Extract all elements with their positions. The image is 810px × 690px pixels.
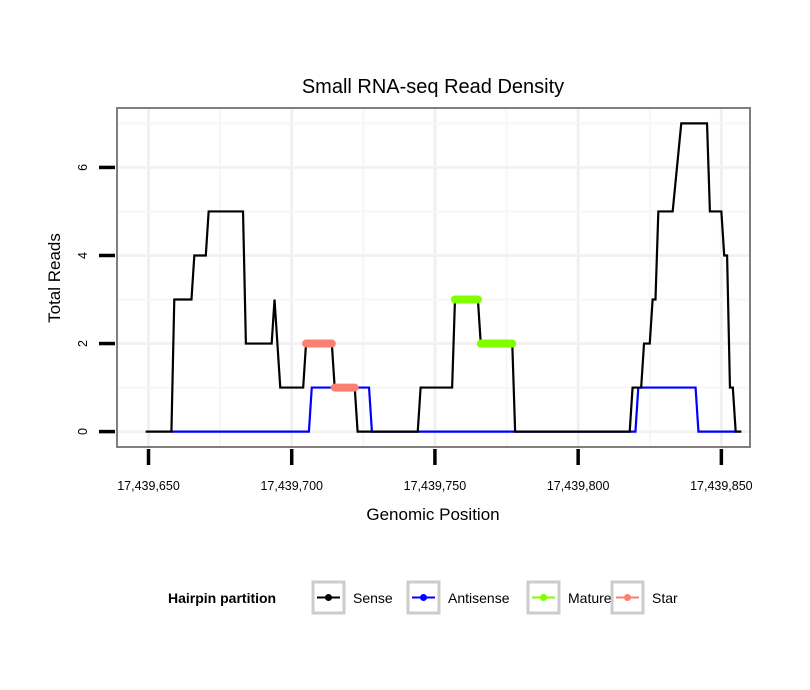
- plot-border: [116, 107, 751, 448]
- y-tick-label: 0: [76, 428, 90, 435]
- chart-title: Small RNA-seq Read Density: [302, 76, 564, 98]
- series-layer: [145, 122, 742, 433]
- y-axis-title: Total Reads: [45, 233, 64, 323]
- antisense-line: [171, 386, 736, 433]
- legend-item-antisense: Antisense: [406, 580, 510, 615]
- legend-item-sense: Sense: [311, 580, 393, 615]
- y-tick-label: 6: [76, 164, 90, 171]
- y-axis: 0 2 4 6: [76, 164, 115, 435]
- star-point: [351, 384, 359, 392]
- legend-key-point: [325, 594, 332, 601]
- x-tick-label: 17,439,800: [547, 479, 610, 493]
- series-antisense: [171, 386, 736, 433]
- legend-key-point: [420, 594, 427, 601]
- x-tick-label: 17,439,750: [404, 479, 467, 493]
- y-tick-label: 2: [76, 340, 90, 347]
- x-tick-label: 17,439,650: [117, 479, 180, 493]
- legend-label: Antisense: [448, 590, 510, 606]
- legend-item-star: Star: [610, 580, 678, 615]
- legend-key-point: [540, 594, 547, 601]
- legend-item-mature: Mature: [526, 580, 612, 615]
- legend-label: Sense: [353, 590, 393, 606]
- legend-title: Hairpin partition: [168, 590, 276, 606]
- legend-label: Mature: [568, 590, 612, 606]
- legend-key-point: [624, 594, 631, 601]
- legend: Hairpin partition Sense Antisense Mature St…: [168, 580, 678, 615]
- mature-point: [508, 340, 516, 348]
- x-axis-title: Genomic Position: [366, 505, 499, 524]
- series-mature: [450, 295, 517, 348]
- x-tick-label: 17,439,850: [690, 479, 753, 493]
- legend-label: Star: [652, 590, 678, 606]
- y-tick-label: 4: [76, 252, 90, 259]
- series-star: [302, 339, 359, 392]
- x-tick-label: 17,439,700: [260, 479, 323, 493]
- x-axis: 17,439,650 17,439,700 17,439,750 17,439,800…: [117, 449, 753, 493]
- mature-point: [474, 296, 482, 304]
- star-point: [328, 340, 336, 348]
